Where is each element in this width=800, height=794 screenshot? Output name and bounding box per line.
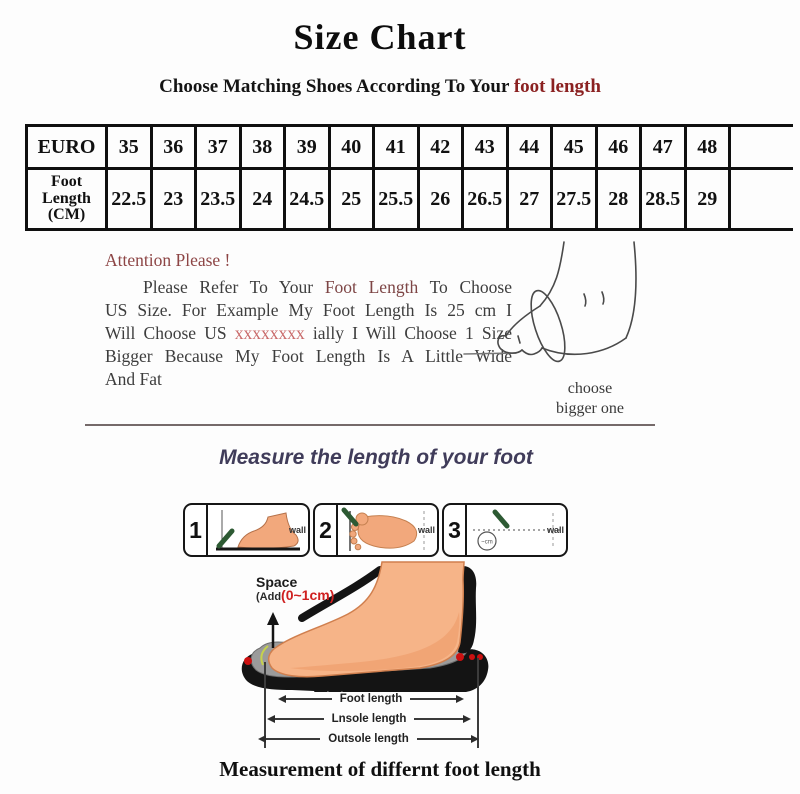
euro-size-cell: 40: [327, 124, 375, 170]
dimension-label: Outsole length: [328, 733, 409, 745]
step2-footprint-icon: [341, 507, 425, 551]
section-divider: [85, 424, 655, 426]
table-filler-cell: [728, 167, 793, 231]
euro-size-cell: 45: [550, 124, 598, 170]
attention-line3-pre: Will Choose US: [105, 323, 235, 343]
arrow-left-icon: [267, 715, 275, 723]
wall-label: wall: [546, 525, 564, 535]
euro-row-header: EURO: [25, 124, 108, 170]
attention-line3-red-x: xxxxxxxx: [234, 323, 305, 343]
dimension-label: Foot length: [339, 693, 403, 705]
attention-line-4: Bigger Because My Foot Length Is A Littl…: [105, 346, 512, 366]
euro-size-cell: 42: [416, 124, 464, 170]
euro-size-cell: 37: [194, 124, 242, 170]
arrow-right-icon: [456, 695, 464, 703]
euro-size-cell: 35: [105, 124, 153, 170]
attention-line1-pre: Please Refer To Your: [143, 277, 325, 297]
subtitle-highlight: foot length: [513, 76, 601, 97]
euro-size-cell: 48: [683, 124, 731, 170]
step-number: 1: [185, 505, 208, 555]
foot-length-cell: 23.5: [194, 167, 242, 231]
measure-step-3: 3 ~cm wall: [442, 503, 568, 557]
euro-size-cell: 47: [639, 124, 687, 170]
dimension-outsole-length: Outsole length: [258, 732, 479, 746]
table-filler-cell: [728, 124, 793, 170]
table-row-euro: EURO 35 36 37 38 39 40 41 42 43 44 45 46 47 48: [25, 124, 793, 170]
space-value-text: (0~1cm): [281, 587, 335, 603]
wall-label: wall: [417, 525, 435, 535]
choose-bigger-note: choose bigger one: [515, 379, 665, 419]
attention-line-2: US Size. For Example My Foot Length Is 2…: [105, 300, 512, 320]
right-guide-line: [477, 658, 479, 748]
attention-line1-post: To Choose: [418, 277, 512, 297]
dimension-label: Lnsole length: [331, 713, 407, 725]
foot-length-cell: 28.5: [639, 167, 687, 231]
measure-step-2: 2 wall: [313, 503, 439, 557]
euro-size-cell: 43: [461, 124, 509, 170]
attention-line1-highlight: Foot Length: [324, 277, 419, 297]
arrow-left-icon: [278, 695, 286, 703]
foot-length-cell: 26: [416, 167, 464, 231]
step-number: 3: [444, 505, 467, 555]
subtitle: Choose Matching Shoes According To Your …: [0, 76, 760, 98]
step1-foot-side-icon: [216, 510, 300, 551]
foot-length-cell: 29: [683, 167, 731, 231]
foot-length-cell: 22.5: [105, 167, 153, 231]
arrow-right-icon: [463, 715, 471, 723]
foot-length-cell: 27.5: [550, 167, 598, 231]
attention-block: Attention Please ! Please Refer To Your …: [105, 250, 512, 391]
foot-length-cell: 23: [149, 167, 197, 231]
page-title: Size Chart: [293, 17, 467, 57]
space-label: Space (Add(0~1cm): [256, 574, 335, 604]
bottom-caption: Measurement of differnt foot length: [219, 757, 541, 781]
size-table: EURO 35 36 37 38 39 40 41 42 43 44 45 46 47 48 Foot L…: [25, 124, 793, 231]
space-add-text: (Add: [256, 591, 282, 603]
attention-line-5: And Fat: [105, 369, 162, 389]
euro-size-cell: 39: [283, 124, 331, 170]
svg-text:~cm: ~cm: [481, 540, 493, 546]
euro-size-cell: 36: [149, 124, 197, 170]
attention-line-1: Please Refer To Your Foot Length To Choo…: [105, 276, 512, 299]
euro-size-cell: 44: [505, 124, 553, 170]
dimension-foot-length: Foot length: [278, 692, 464, 706]
note-line-1: choose: [567, 380, 613, 397]
attention-line3-post: ially I Will Choose 1 Size: [304, 323, 512, 343]
foot-length-row-header: Foot Length (CM): [25, 167, 108, 231]
foot-length-cell: 27: [505, 167, 553, 231]
attention-heading: Attention Please !: [105, 250, 231, 270]
measure-heading: Measure the length of your foot: [219, 446, 533, 469]
foot-length-cell: 24: [238, 167, 286, 231]
table-row-footlength: Foot Length (CM) 22.5 23 23.5 24 24.5 25 25.5 2…: [25, 167, 793, 231]
euro-size-cell: 38: [238, 124, 286, 170]
measure-step-1: 1 wall: [183, 503, 310, 557]
foot-length-cell: 26.5: [461, 167, 509, 231]
foot-length-cell: 24.5: [283, 167, 331, 231]
foot-sketch-illustration: [463, 241, 637, 363]
space-label-title: Space: [256, 574, 298, 590]
step-number: 2: [315, 505, 338, 555]
wall-label: wall: [288, 525, 306, 535]
foot-length-cell: 25.5: [372, 167, 420, 231]
left-guide-line: [264, 662, 266, 748]
step3-measure-line-icon: ~cm: [473, 509, 561, 551]
arrow-right-icon: [471, 735, 479, 743]
dimension-insole-length: Lnsole length: [267, 712, 471, 726]
shoe-foot-diagram: [241, 561, 489, 692]
foot-length-cell: 25: [327, 167, 375, 231]
euro-size-cell: 46: [594, 124, 642, 170]
note-line-2: bigger one: [556, 400, 624, 417]
foot-length-cell: 28: [594, 167, 642, 231]
euro-size-cell: 41: [372, 124, 420, 170]
attention-line-3: Will Choose US xxxxxxxx ially I Will Cho…: [105, 322, 512, 345]
arrow-left-icon: [258, 735, 266, 743]
subtitle-text: Choose Matching Shoes According To Your: [159, 76, 514, 97]
